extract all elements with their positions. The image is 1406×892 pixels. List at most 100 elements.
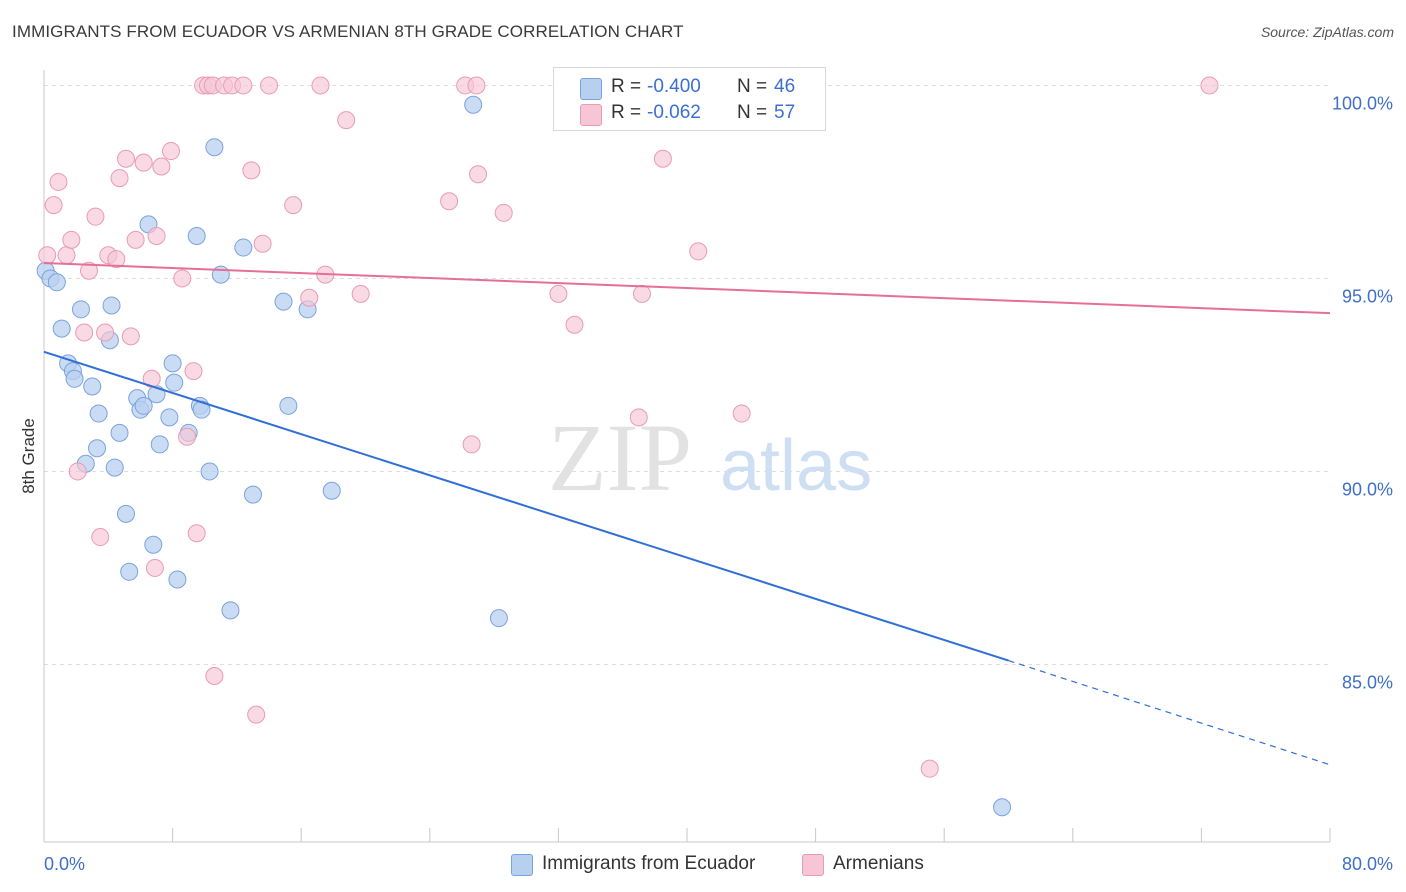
data-point-ecuador [83,377,102,396]
data-point-armenians [44,196,63,215]
data-point-armenians [96,323,115,342]
data-point-armenians [178,427,197,446]
watermark-atlas: atlas [720,426,872,506]
data-point-armenians [80,261,99,280]
y-tick-label: 95.0% [1342,286,1393,306]
data-point-armenians [549,284,568,303]
data-point-ecuador [993,798,1012,817]
data-point-armenians [253,234,272,253]
data-point-armenians [920,759,939,778]
data-point-ecuador [489,609,508,628]
data-point-ecuador [322,481,341,500]
data-point-armenians [337,111,356,130]
legend-swatch-ecuador [580,78,602,100]
data-point-armenians [732,404,751,423]
data-point-ecuador [221,601,240,620]
trend-line-ecuador [43,350,1009,662]
trend-line-ecuador-extension [1008,660,1331,766]
data-point-armenians [38,246,57,265]
legend-label-armenians: Armenians [833,853,924,874]
data-point-ecuador [110,423,129,442]
data-point-armenians [173,269,192,288]
y-axis-title: 8th Grade [19,418,38,494]
data-point-armenians [300,288,319,307]
data-point-armenians [311,76,330,95]
y-tick-label: 90.0% [1342,479,1393,499]
data-point-ecuador [234,238,253,257]
x-ticks [43,828,1331,842]
data-point-armenians [91,528,110,547]
data-point-armenians [565,315,584,334]
data-point-armenians [689,242,708,261]
data-point-ecuador [274,292,293,311]
data-point-armenians [68,462,87,481]
data-point-ecuador [47,273,66,292]
data-point-armenians [469,165,488,184]
data-point-armenians [440,192,459,211]
data-point-armenians [242,161,261,180]
series-armenians-points [38,76,1219,778]
legend-swatch-armenians [802,854,824,876]
data-point-armenians [161,142,180,161]
data-point-ecuador [120,562,139,581]
data-point-armenians [1200,76,1219,95]
data-point-ecuador [205,138,224,157]
data-point-ecuador [116,504,135,523]
data-point-ecuador [88,439,107,458]
data-point-armenians [49,172,68,191]
legend-swatch-armenians [580,104,602,126]
x-tick-label-min: 0.0% [44,854,85,874]
data-point-armenians [247,705,266,724]
data-point-armenians [57,246,76,265]
data-point-ecuador [165,373,184,392]
watermark-zip: ZIP [548,404,692,511]
data-point-armenians [351,284,370,303]
data-point-armenians [134,153,153,172]
data-point-armenians [126,230,145,249]
data-point-armenians [629,408,648,427]
data-point-ecuador [187,226,206,245]
data-point-ecuador [168,570,187,589]
data-point-armenians [494,203,513,222]
data-point-ecuador [279,396,298,415]
grid [44,84,1330,665]
legend-r-value: -0.062 [647,102,701,123]
data-point-armenians [147,226,166,245]
legend-n-value: 46 [774,76,796,97]
data-point-armenians [184,362,203,381]
trend-lines [43,262,1331,766]
data-point-armenians [75,323,94,342]
data-point-armenians [121,327,140,346]
data-point-ecuador [200,462,219,481]
y-tick-label: 85.0% [1342,672,1393,692]
data-point-ecuador [105,458,124,477]
correlation-legend: R = -0.400 N = 46 R = -0.062 N = 57 [553,67,826,131]
y-tick-labels: 100.0% 95.0% 90.0% 85.0% [1332,93,1393,692]
data-point-armenians [62,230,81,249]
data-point-armenians [116,149,135,168]
data-point-armenians [187,524,206,543]
data-point-armenians [260,76,279,95]
data-point-armenians [145,558,164,577]
legend-r-label: R = [611,76,642,97]
legend-n-label: N = [737,102,768,123]
data-point-armenians [152,157,171,176]
data-point-ecuador [150,435,169,454]
data-point-armenians [632,284,651,303]
chart-title: IMMIGRANTS FROM ECUADOR VS ARMENIAN 8TH … [12,22,684,41]
data-point-armenians [234,76,253,95]
legend-r-label: R = [611,102,642,123]
data-point-ecuador [144,535,163,554]
legend-label-ecuador: Immigrants from Ecuador [542,853,756,874]
data-point-ecuador [65,369,84,388]
y-tick-label: 100.0% [1332,93,1393,113]
data-point-ecuador [134,396,153,415]
data-point-ecuador [71,300,90,319]
data-point-armenians [653,149,672,168]
legend-swatch-ecuador [511,854,533,876]
data-point-ecuador [163,354,182,373]
data-point-ecuador [102,296,121,315]
data-point-ecuador [89,404,108,423]
trend-line-armenians [43,262,1331,315]
